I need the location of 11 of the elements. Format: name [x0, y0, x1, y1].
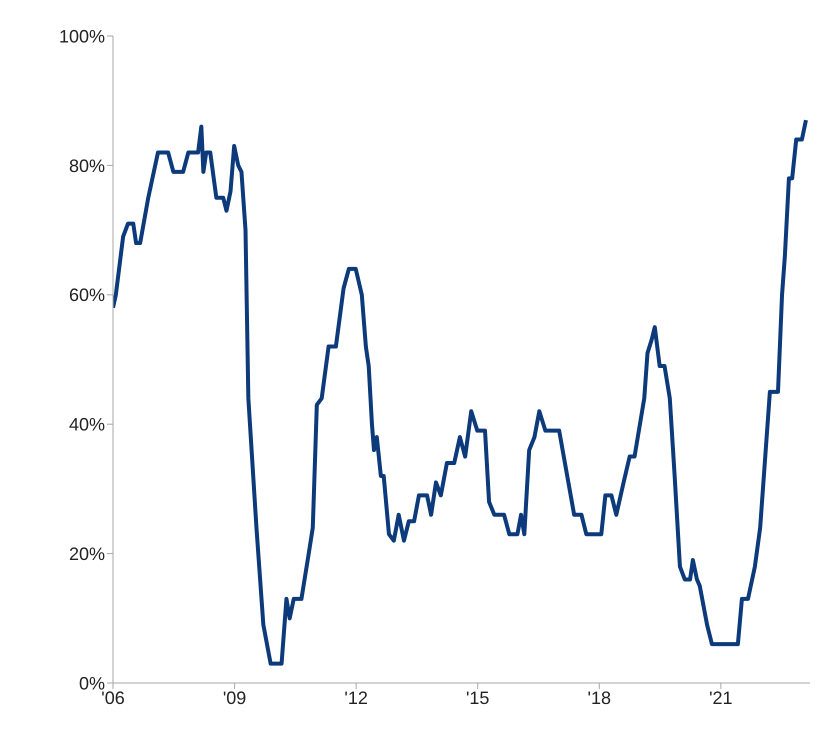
x-tick-label: '12	[344, 688, 368, 708]
x-tick-label: '18	[588, 688, 612, 708]
line-series	[113, 118, 808, 666]
y-tick-label: 20%	[68, 544, 105, 564]
x-tick-label: '09	[222, 688, 246, 708]
x-tick-label: '21	[709, 688, 733, 708]
y-tick-label: 100%	[58, 26, 105, 46]
y-tick-label: 60%	[68, 285, 105, 306]
y-tick-label: 80%	[68, 156, 105, 176]
x-tick-label: '15	[466, 688, 490, 708]
y-tick-label: 40%	[68, 414, 105, 435]
